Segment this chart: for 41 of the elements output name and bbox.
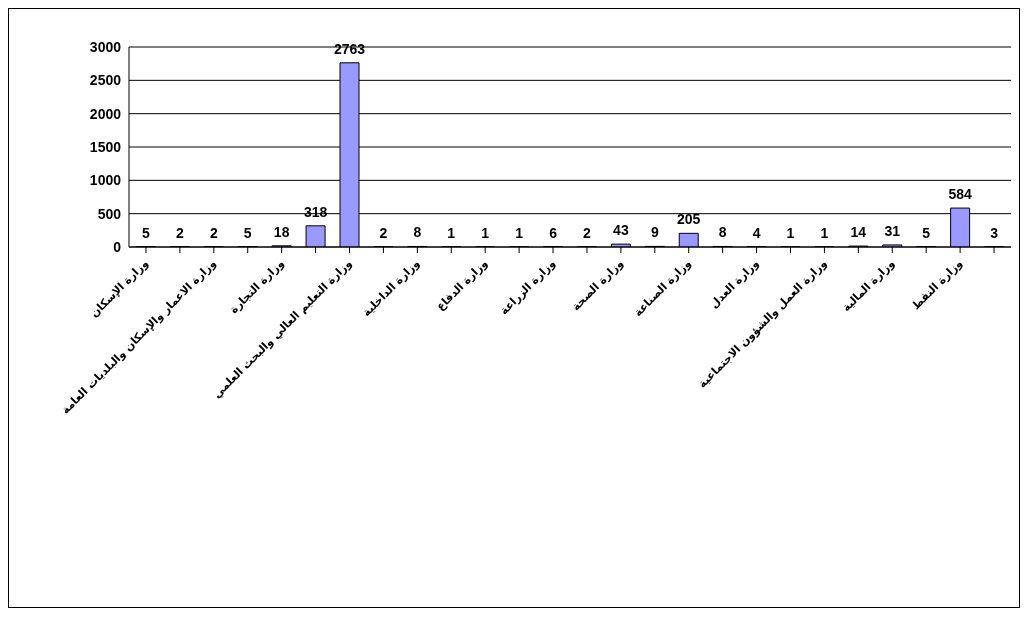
data-label: 2763	[333, 40, 366, 57]
data-label: 5	[922, 224, 931, 241]
data-label: 1	[820, 224, 829, 241]
data-label: 205	[677, 211, 701, 228]
y-tick-label: 1500	[89, 138, 122, 155]
data-label: 18	[273, 223, 290, 240]
y-tick-label: 500	[97, 205, 122, 222]
y-tick-label: 2500	[89, 72, 122, 89]
y-tick-label: 2000	[89, 105, 122, 122]
data-label: 2	[379, 224, 388, 241]
data-label: 5	[142, 224, 151, 241]
data-label: 5	[243, 224, 252, 241]
x-tick-label: وزارة المالية	[839, 256, 898, 315]
data-label: 2	[175, 224, 184, 241]
data-label: 31	[884, 222, 901, 239]
data-label: 2	[209, 224, 218, 241]
data-label: 9	[650, 224, 659, 241]
data-label: 1	[786, 224, 795, 241]
data-label: 43	[613, 222, 629, 239]
data-label: 3	[990, 224, 999, 241]
x-tick-label: وزارة الزراعة	[497, 256, 559, 318]
x-tick-label: وزارة الداخلية	[359, 256, 423, 320]
x-tick-label: وزارة النفط	[909, 256, 966, 313]
data-label: 2	[583, 224, 592, 241]
data-label: 4	[752, 224, 761, 241]
x-tick-label: وزارة الصحة	[569, 256, 626, 314]
x-tick-label: وزارة التجارة	[227, 256, 287, 317]
y-tick-label: 3000	[89, 38, 122, 55]
data-label: 14	[850, 224, 867, 241]
x-tick-label: وزارة الصناعة	[631, 256, 694, 320]
x-tick-label: وزارة العدل	[707, 256, 762, 311]
y-tick-label: 0	[113, 238, 122, 255]
x-tick-label: وزارة الدفاع	[433, 256, 491, 314]
y-tick-label: 1000	[89, 172, 122, 189]
data-label: 1	[481, 224, 490, 241]
data-label: 8	[413, 224, 422, 241]
data-label: 1	[447, 224, 456, 241]
data-label: 8	[718, 224, 727, 241]
data-label: 6	[549, 224, 558, 241]
data-label: 1	[515, 224, 524, 241]
data-label: 584	[948, 186, 973, 203]
